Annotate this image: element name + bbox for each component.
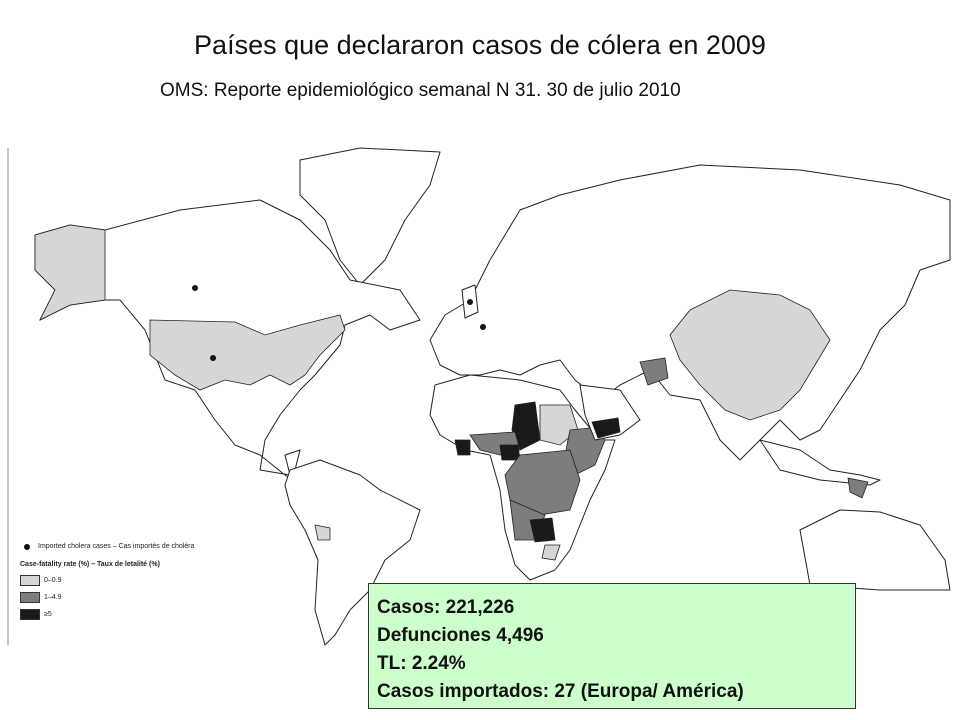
summary-line: Defunciones 4,496 bbox=[377, 625, 544, 646]
title: Países que declararon casos de cólera en… bbox=[194, 30, 766, 60]
summary-line: Casos: 221,226 bbox=[377, 597, 515, 618]
legend-class: 1–4.9 bbox=[44, 594, 62, 601]
legend-rate-title: Case-fatality rate (%) – Taux de letalit… bbox=[20, 561, 160, 568]
legend-imported: Imported cholera cases – Cas importés de… bbox=[38, 543, 195, 550]
swatch bbox=[20, 575, 40, 586]
summary-line: TL: 2.24% bbox=[377, 653, 466, 674]
swatch bbox=[20, 592, 40, 603]
summary-line: Casos importados: 27 (Europa/ América) bbox=[377, 681, 744, 702]
subtitle: OMS: Reporte epidemiológico semanal N 31… bbox=[160, 80, 681, 101]
legend-class: ≥5 bbox=[44, 611, 52, 618]
swatch bbox=[20, 609, 40, 620]
summary-box: Casos: 221,226 Defunciones 4,496 TL: 2.2… bbox=[368, 583, 856, 709]
legend: Imported cholera cases – Cas importés de… bbox=[10, 535, 225, 643]
dot-icon bbox=[24, 544, 30, 550]
legend-class: 0–0.9 bbox=[44, 577, 62, 584]
world-map bbox=[7, 147, 951, 646]
